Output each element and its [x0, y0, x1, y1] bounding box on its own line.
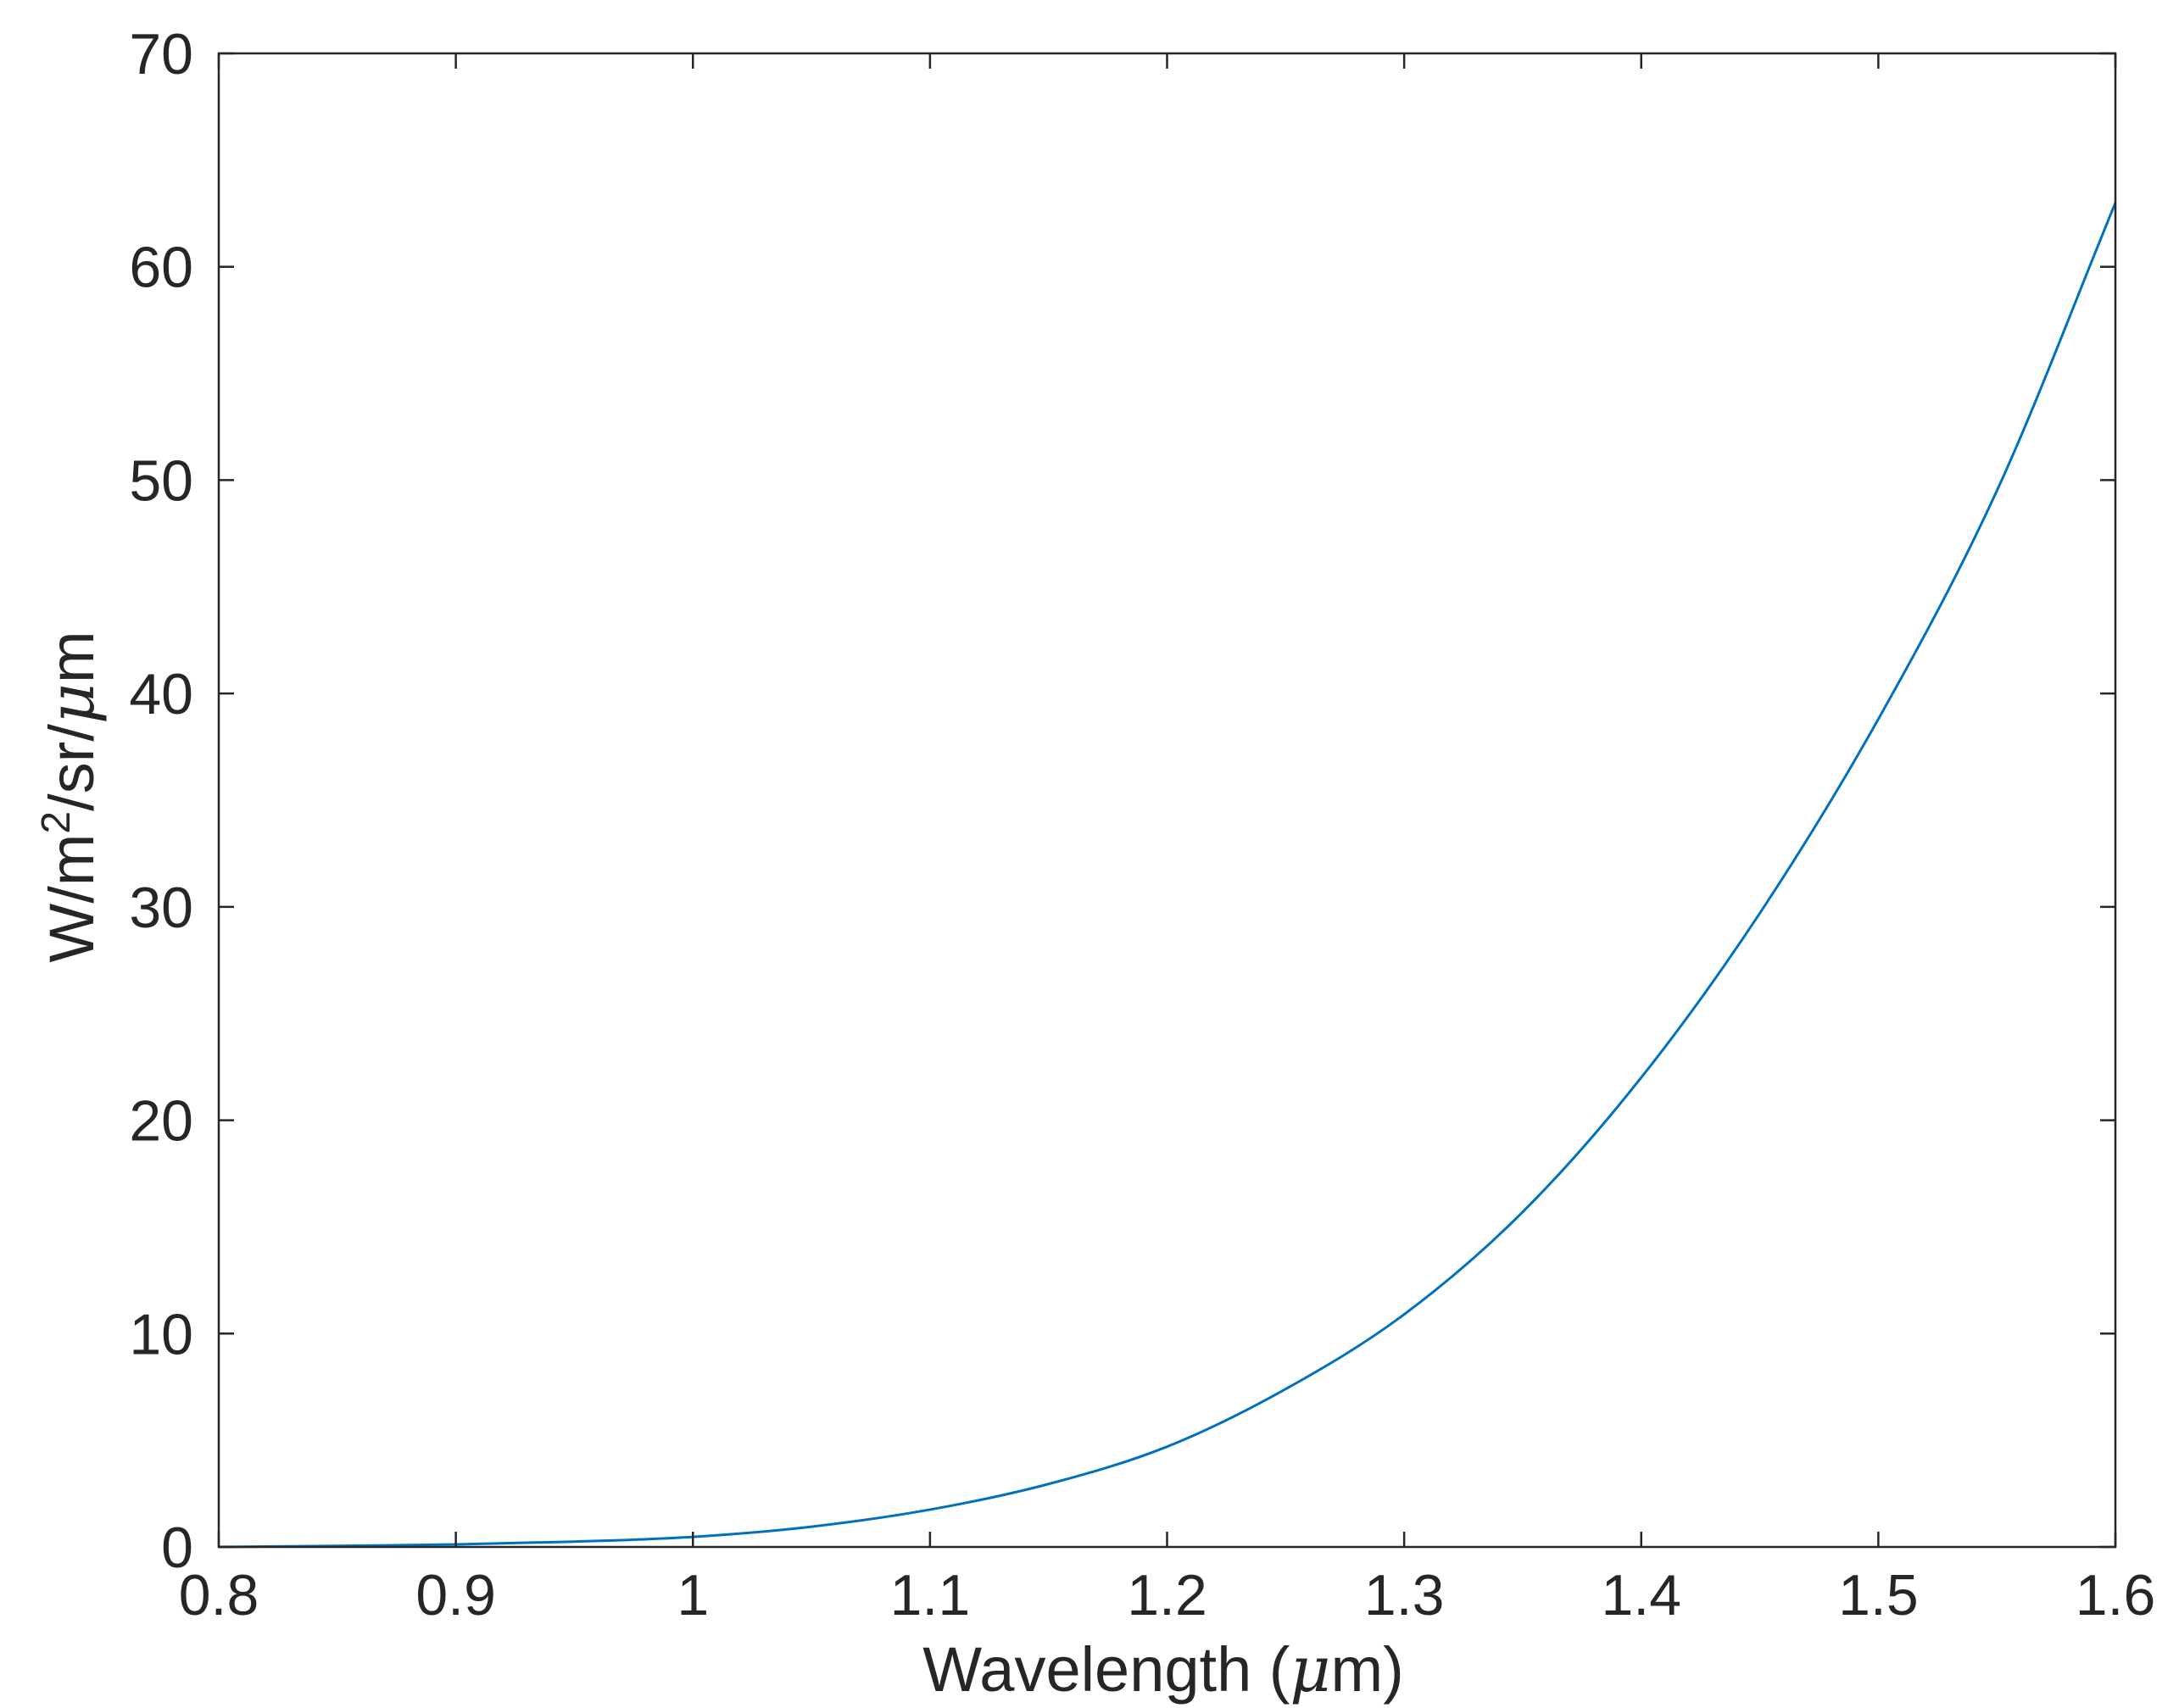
- y-tick-label: 60: [129, 236, 193, 300]
- x-tick-label: 1.1: [890, 1563, 971, 1627]
- x-tick-label: 1.6: [2076, 1563, 2156, 1627]
- x-tick-label: 1.5: [1838, 1563, 1919, 1627]
- x-tick-label: 1: [677, 1563, 709, 1627]
- y-tick-label: 50: [129, 448, 193, 513]
- y-tick-label: 70: [129, 22, 193, 86]
- x-tick-label: 0.8: [179, 1563, 259, 1627]
- x-axis-ticks: 0.8 0.9 1 1.1 1.2 1.3 1.4 1.5 1.6: [179, 53, 2156, 1627]
- y-tick-label: 0: [161, 1516, 193, 1580]
- y-tick-label: 20: [129, 1089, 193, 1154]
- x-tick-label: 1.2: [1127, 1563, 1207, 1627]
- y-axis-ticks: 0 10 20 30 40 50 60 70: [129, 22, 2115, 1580]
- x-tick-label: 1.4: [1601, 1563, 1681, 1627]
- x-axis-label: Wavelength (μm): [922, 1633, 1404, 1706]
- x-tick-label: 0.9: [415, 1563, 496, 1627]
- series-line-0: [218, 202, 2117, 1549]
- y-tick-label: 40: [129, 662, 193, 726]
- x-tick-label: 1.3: [1364, 1563, 1445, 1627]
- y-tick-label: 30: [129, 876, 193, 940]
- y-tick-label: 10: [129, 1302, 193, 1366]
- y-axis-label: W/m2/sr/μm: [34, 631, 109, 962]
